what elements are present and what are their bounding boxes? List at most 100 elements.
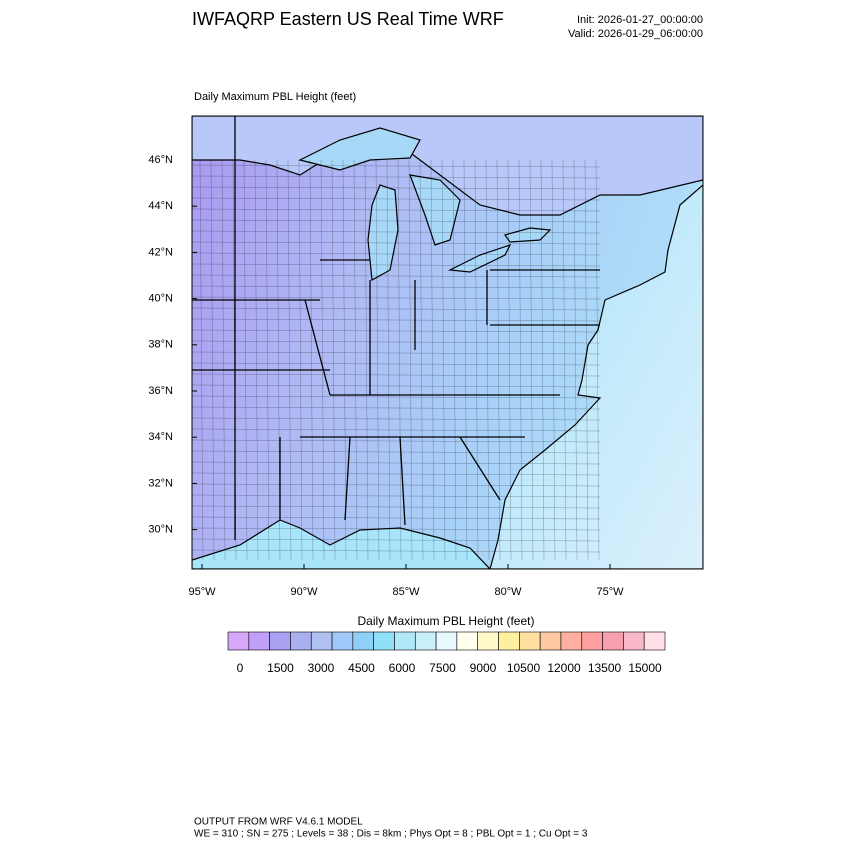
- county-line: [584, 159, 589, 561]
- county-line: [474, 159, 479, 561]
- lat-label: 44°N: [148, 200, 173, 212]
- county-line: [192, 373, 601, 377]
- colorbar-tick-label: 9000: [470, 661, 497, 675]
- county-line: [243, 159, 248, 561]
- county-line: [518, 159, 523, 561]
- lake-michigan: [367, 184, 399, 281]
- county-line: [507, 159, 512, 561]
- county-line: [441, 159, 446, 561]
- lake-ontario: [504, 227, 552, 243]
- colorbar-box: [414, 631, 437, 651]
- county-line: [210, 159, 215, 561]
- county-line: [192, 384, 601, 388]
- county-line: [192, 395, 601, 399]
- colorbar-box: [248, 631, 270, 651]
- valid-time: Valid: 2026-01-29_06:00:00: [568, 28, 703, 40]
- map-subtitle: Daily Maximum PBL Height (feet): [194, 91, 356, 103]
- county-line: [192, 263, 601, 267]
- lat-label: 34°N: [148, 431, 173, 443]
- lat-label: 38°N: [148, 339, 173, 351]
- map-frame: [191, 115, 704, 570]
- county-line: [192, 241, 601, 245]
- county-line: [192, 505, 601, 509]
- colorbar-box: [602, 631, 624, 651]
- lon-label: 90°W: [290, 586, 318, 598]
- colorbar: 0 1500 3000 4500 6000 7500 9000 10500 12000 13500…: [227, 631, 666, 675]
- lat-label: 40°N: [148, 293, 173, 305]
- county-line: [562, 159, 567, 561]
- lat-label: 42°N: [148, 246, 173, 258]
- county-line: [192, 417, 601, 421]
- footer-line: OUTPUT FROM WRF V4.6.1 MODEL: [194, 817, 363, 828]
- county-line: [192, 230, 601, 234]
- county-line: [254, 159, 259, 561]
- colorbar-box: [394, 631, 416, 651]
- county-line: [408, 159, 413, 561]
- lon-label: 95°W: [188, 586, 216, 598]
- county-line: [192, 494, 601, 498]
- lat-labels: 46°N 44°N 42°N 40°N 38°N 36°N 34°N 32°N 30°N: [148, 154, 197, 536]
- county-line: [192, 197, 601, 201]
- county-line: [309, 159, 314, 561]
- county-line: [192, 527, 601, 531]
- init-time: Init: 2026-01-27_00:00:00: [577, 14, 703, 26]
- colorbar-tick-label: 13500: [588, 661, 622, 675]
- county-line: [192, 340, 601, 344]
- colorbar-tick-label: 10500: [507, 661, 541, 675]
- county-line: [221, 159, 226, 561]
- county-line: [192, 186, 601, 190]
- county-line: [232, 159, 237, 561]
- county-line: [192, 307, 601, 311]
- county-line: [353, 159, 358, 561]
- colorbar-box: [227, 631, 250, 651]
- colorbar-box: [539, 631, 562, 651]
- colorbar-tick-label: 4500: [348, 661, 375, 675]
- county-line: [485, 159, 490, 561]
- county-line: [386, 159, 391, 561]
- colorbar-box: [643, 631, 666, 651]
- lat-label: 32°N: [148, 477, 173, 489]
- colorbar-box: [498, 631, 520, 651]
- colorbar-label: Daily Maximum PBL Height (feet): [358, 614, 535, 628]
- county-line: [192, 406, 601, 410]
- lon-labels: 95°W 90°W 85°W 80°W 75°W: [188, 564, 624, 598]
- county-line: [287, 159, 292, 561]
- lake-superior: [298, 127, 421, 171]
- county-line: [276, 159, 281, 561]
- county-line: [192, 538, 601, 542]
- lat-label: 46°N: [148, 154, 173, 166]
- lon-label: 75°W: [596, 586, 624, 598]
- lat-label: 36°N: [148, 385, 173, 397]
- county-line: [452, 159, 457, 561]
- county-line: [192, 439, 601, 443]
- colorbar-box: [435, 631, 458, 651]
- county-line: [496, 159, 501, 561]
- county-grid: [192, 159, 601, 561]
- colorbar-box: [331, 631, 354, 651]
- colorbar-tick-label: 12000: [547, 661, 581, 675]
- colorbar-box: [269, 631, 291, 651]
- county-line: [192, 296, 601, 300]
- county-line: [192, 164, 601, 168]
- county-line: [320, 159, 325, 561]
- county-line: [265, 159, 270, 561]
- colorbar-tick-label: 15000: [628, 661, 662, 675]
- county-line: [573, 159, 578, 561]
- lon-label: 80°W: [494, 586, 522, 598]
- county-line: [192, 428, 601, 432]
- county-line: [192, 318, 601, 322]
- county-line: [192, 483, 601, 487]
- county-line: [595, 159, 600, 561]
- county-line: [463, 159, 468, 561]
- title: IWFAQRP Eastern US Real Time WRF: [192, 9, 504, 29]
- county-line: [192, 285, 601, 289]
- county-line: [364, 159, 369, 561]
- county-line: [192, 549, 601, 553]
- colorbar-box: [623, 631, 645, 651]
- lat-label: 30°N: [148, 524, 173, 536]
- county-line: [199, 159, 204, 561]
- county-line: [192, 208, 601, 212]
- colorbar-box: [290, 631, 312, 651]
- colorbar-box: [373, 631, 395, 651]
